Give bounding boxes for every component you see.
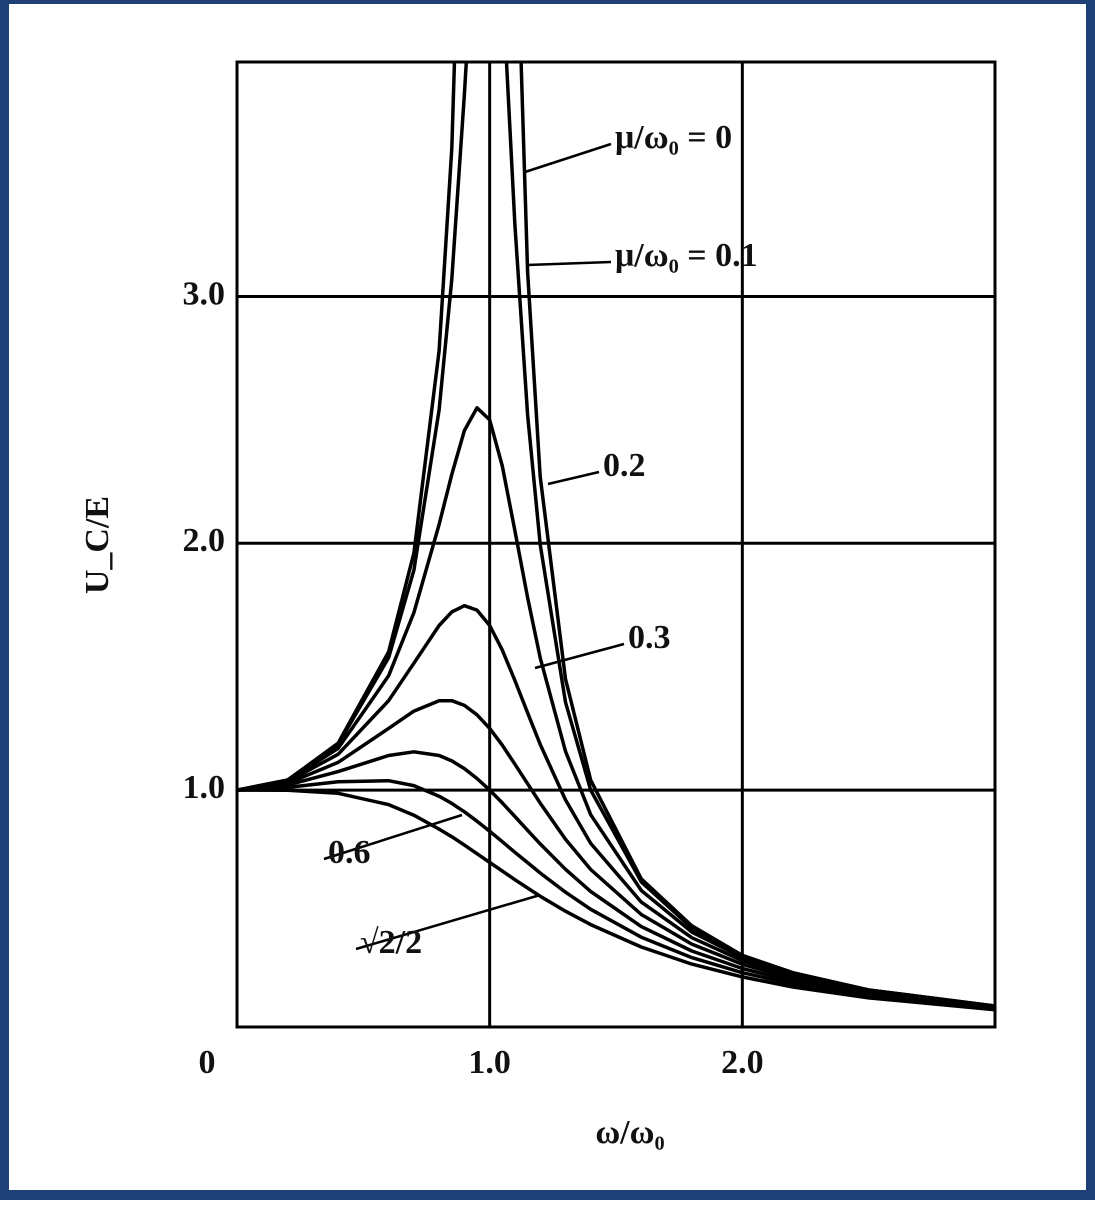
- leader-line: [323, 813, 463, 861]
- y-axis-label: U_C/E: [79, 496, 116, 594]
- leader-line: [547, 470, 600, 486]
- frame-bottom: [0, 1190, 1095, 1200]
- series-label: 0.3: [628, 619, 671, 656]
- series-label: √2/2: [360, 924, 422, 961]
- frame-top: [0, 0, 1095, 4]
- x-tick-label: 1.0: [468, 1044, 511, 1081]
- curve: [237, 778, 995, 1011]
- leader-line: [534, 642, 625, 670]
- leader-line: [524, 142, 612, 174]
- leader-line: [526, 260, 612, 267]
- frame-right: [1086, 0, 1095, 1200]
- y-tick-label: 2.0: [183, 522, 226, 559]
- curve: [237, 698, 995, 1010]
- series-label: μ/ω₀ = 0.1: [615, 237, 758, 274]
- leader-line: [355, 893, 541, 951]
- curve: [237, 750, 995, 1010]
- series-label: 0.2: [603, 447, 646, 484]
- y-tick-label: 1.0: [183, 769, 226, 806]
- curve: [237, 603, 995, 1009]
- plot-border: [235, 60, 997, 1029]
- series-label: 0.6: [328, 834, 371, 871]
- plot-area: [237, 62, 995, 1012]
- y-tick-label: 3.0: [183, 275, 226, 312]
- curve: [237, 788, 995, 1012]
- curve: [237, 406, 995, 1009]
- x-tick-label: 2.0: [721, 1044, 764, 1081]
- curve: [237, 62, 995, 1008]
- x-axis-label: ω/ω₀: [595, 1114, 664, 1151]
- x-tick-label: 0: [199, 1044, 216, 1081]
- series-label: μ/ω₀ = 0: [615, 119, 732, 156]
- frame-left: [0, 0, 9, 1200]
